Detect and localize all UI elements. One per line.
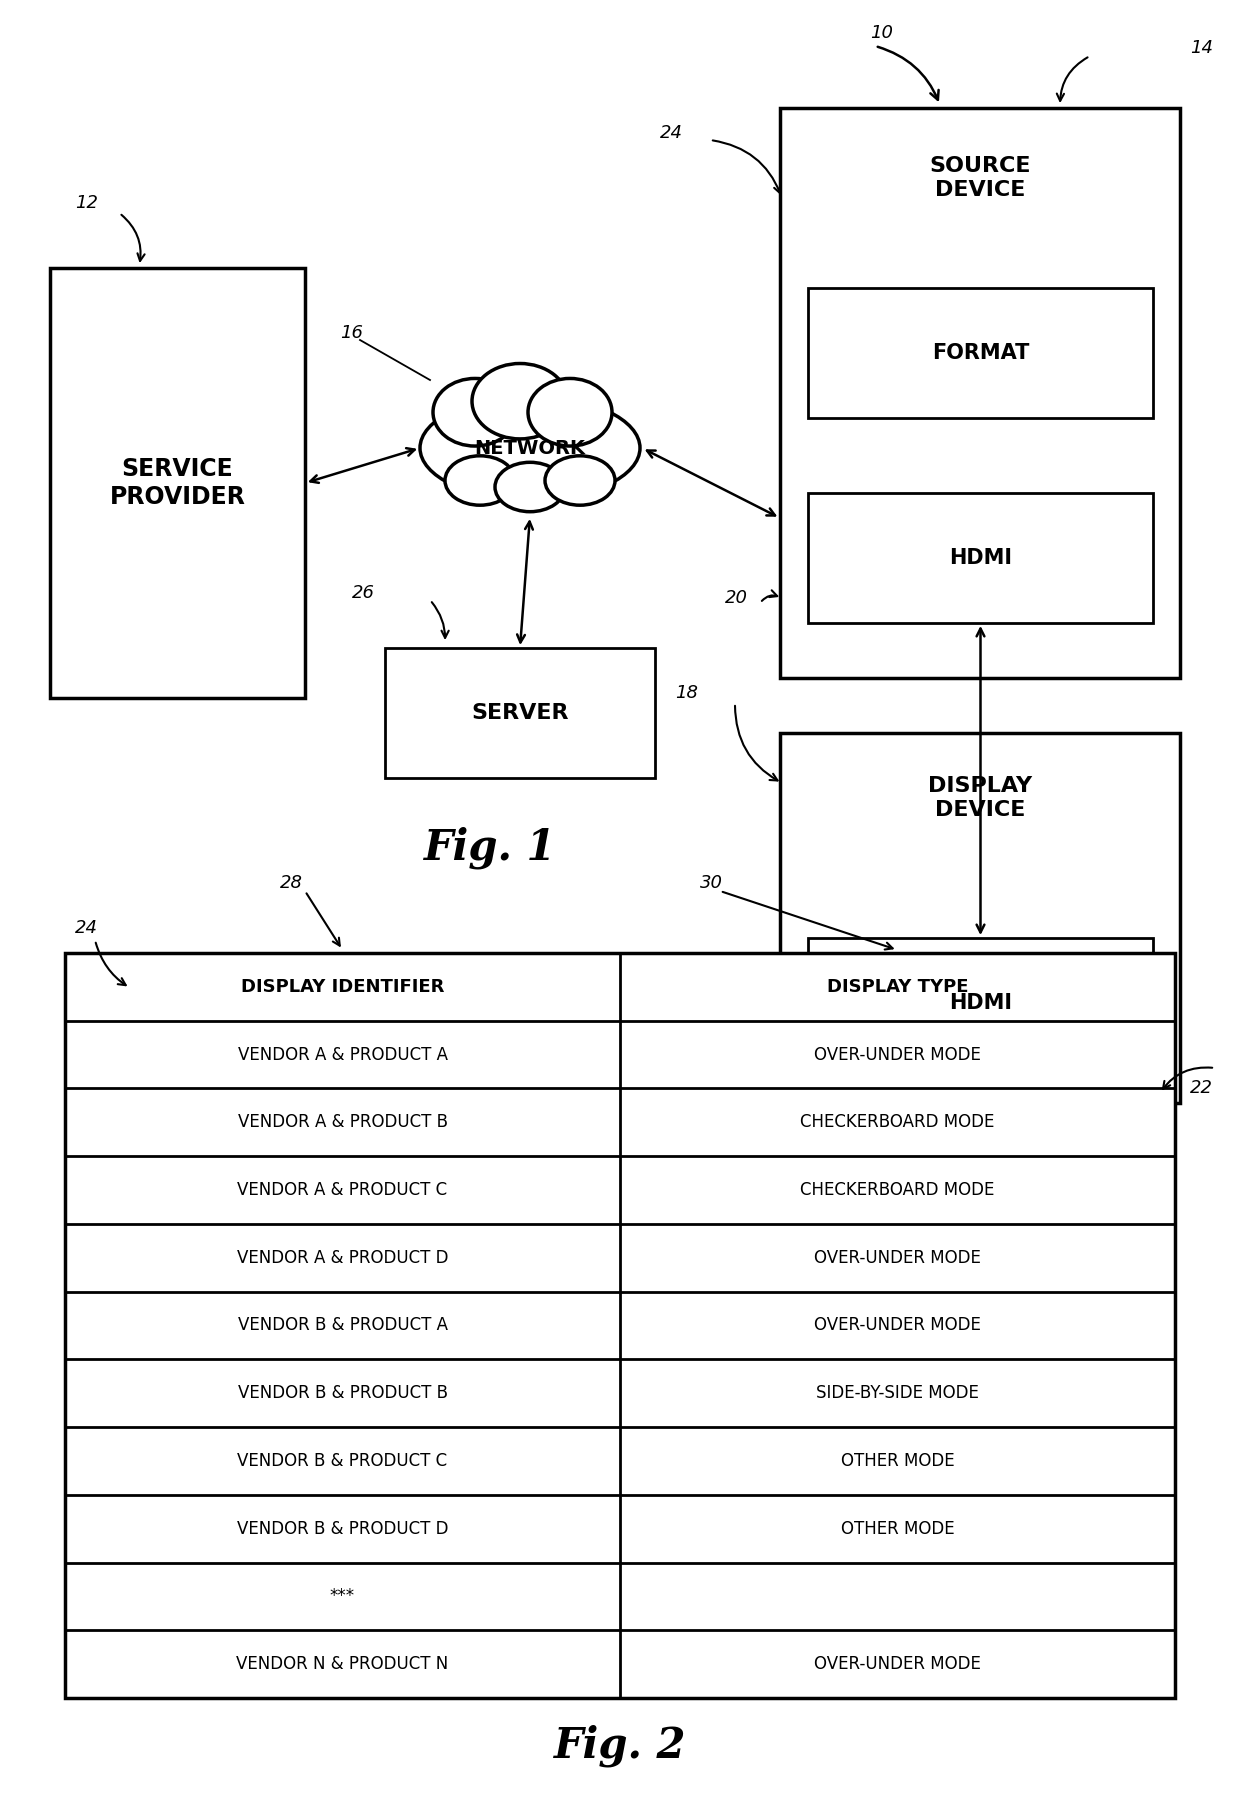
Bar <box>808 939 1153 1068</box>
Text: 10: 10 <box>870 23 893 41</box>
Ellipse shape <box>495 462 565 512</box>
Ellipse shape <box>445 457 515 505</box>
Text: VENDOR A & PRODUCT B: VENDOR A & PRODUCT B <box>238 1113 448 1131</box>
Ellipse shape <box>546 457 615 505</box>
Text: OVER-UNDER MODE: OVER-UNDER MODE <box>815 1250 981 1268</box>
Text: VENDOR A & PRODUCT D: VENDOR A & PRODUCT D <box>237 1250 448 1268</box>
Text: SERVER: SERVER <box>471 703 569 723</box>
Text: OVER-UNDER MODE: OVER-UNDER MODE <box>815 1656 981 1674</box>
Text: DISPLAY IDENTIFIER: DISPLAY IDENTIFIER <box>241 978 444 996</box>
Ellipse shape <box>433 378 517 446</box>
Bar <box>808 288 1153 417</box>
Text: 24: 24 <box>660 124 683 142</box>
Bar <box>780 108 1180 678</box>
Bar <box>808 493 1153 622</box>
Ellipse shape <box>528 378 613 446</box>
Text: DISPLAY TYPE: DISPLAY TYPE <box>827 978 968 996</box>
Text: VENDOR A & PRODUCT C: VENDOR A & PRODUCT C <box>237 1181 448 1199</box>
Text: VENDOR A & PRODUCT A: VENDOR A & PRODUCT A <box>238 1046 448 1064</box>
Text: HDMI: HDMI <box>949 992 1012 1012</box>
Bar <box>64 953 1176 1697</box>
Text: OTHER MODE: OTHER MODE <box>841 1519 955 1537</box>
Text: ***: *** <box>330 1588 355 1606</box>
Text: DISPLAY
DEVICE: DISPLAY DEVICE <box>928 777 1032 820</box>
Text: VENDOR B & PRODUCT A: VENDOR B & PRODUCT A <box>238 1316 448 1334</box>
Text: OVER-UNDER MODE: OVER-UNDER MODE <box>815 1046 981 1064</box>
Text: HDMI: HDMI <box>949 548 1012 568</box>
Bar <box>384 647 655 779</box>
Text: 14: 14 <box>1190 40 1213 58</box>
Ellipse shape <box>472 363 568 439</box>
Text: VENDOR B & PRODUCT D: VENDOR B & PRODUCT D <box>237 1519 448 1537</box>
Text: 16: 16 <box>340 324 363 342</box>
Text: 22: 22 <box>1190 1079 1213 1097</box>
Text: Fig. 2: Fig. 2 <box>554 1724 686 1767</box>
Text: FORMAT: FORMAT <box>931 343 1029 363</box>
Text: 24: 24 <box>74 919 98 937</box>
Text: 18: 18 <box>675 683 698 701</box>
Text: SIDE-BY-SIDE MODE: SIDE-BY-SIDE MODE <box>816 1384 978 1402</box>
Text: CHECKERBOARD MODE: CHECKERBOARD MODE <box>800 1181 994 1199</box>
Ellipse shape <box>420 396 640 500</box>
Text: CHECKERBOARD MODE: CHECKERBOARD MODE <box>800 1113 994 1131</box>
Text: SOURCE
DEVICE: SOURCE DEVICE <box>929 156 1030 200</box>
Text: Fig. 1: Fig. 1 <box>424 827 557 868</box>
Text: SERVICE
PROVIDER: SERVICE PROVIDER <box>109 457 246 509</box>
Text: OTHER MODE: OTHER MODE <box>841 1453 955 1471</box>
Bar <box>50 268 305 698</box>
Text: VENDOR B & PRODUCT B: VENDOR B & PRODUCT B <box>238 1384 448 1402</box>
Text: OVER-UNDER MODE: OVER-UNDER MODE <box>815 1316 981 1334</box>
Text: 30: 30 <box>701 874 723 892</box>
Text: VENDOR N & PRODUCT N: VENDOR N & PRODUCT N <box>237 1656 449 1674</box>
Text: 28: 28 <box>280 874 303 892</box>
Text: VENDOR B & PRODUCT C: VENDOR B & PRODUCT C <box>237 1453 448 1471</box>
Text: 26: 26 <box>352 584 374 602</box>
Bar <box>780 734 1180 1102</box>
Text: NETWORK: NETWORK <box>475 439 585 457</box>
Text: 20: 20 <box>725 590 748 608</box>
Text: 12: 12 <box>74 194 98 212</box>
